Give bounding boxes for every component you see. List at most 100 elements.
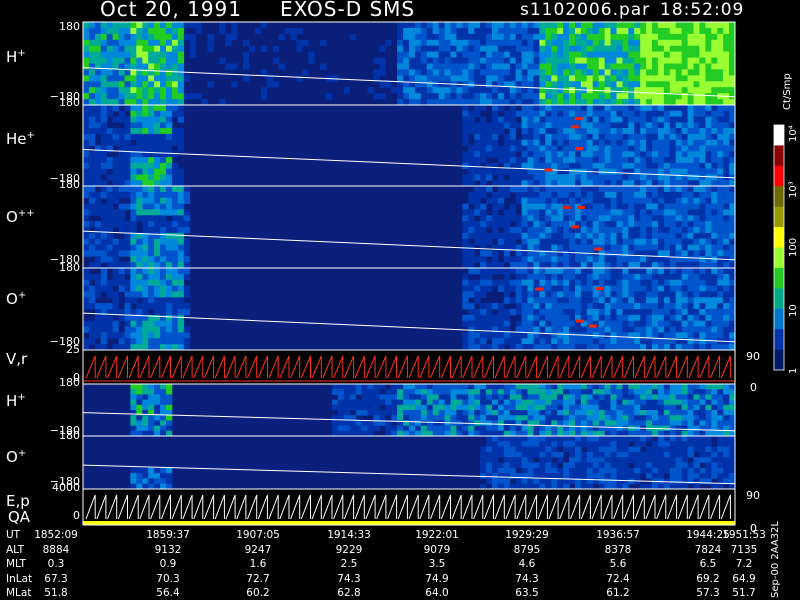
spectrogram-cell — [492, 332, 499, 339]
spectrogram-cell — [521, 478, 528, 485]
spectrogram-cell — [592, 209, 599, 216]
spectrogram-cell — [492, 473, 499, 479]
ephemeris-row-label: MLT — [6, 558, 26, 570]
spectrogram-cell — [657, 99, 665, 106]
spectrogram-cell — [711, 139, 718, 146]
spectrogram-cell — [717, 467, 724, 474]
spectrogram-cell — [290, 27, 297, 35]
spectrogram-cell — [699, 105, 706, 112]
spectrogram-cell — [705, 81, 712, 88]
spectrogram-cell — [450, 384, 457, 390]
spectrogram-cell — [693, 227, 700, 234]
spectrogram-cell — [563, 122, 570, 129]
spectrogram-cell — [699, 415, 706, 421]
spectrogram-cell — [154, 338, 161, 345]
spectrogram-cell — [527, 99, 534, 106]
spectrogram-cell — [575, 105, 582, 112]
spectrogram-cell — [557, 399, 564, 406]
spectrogram-cell — [711, 483, 718, 490]
spectrogram-cell — [711, 420, 718, 426]
spectrogram-cell — [142, 221, 149, 228]
spectrogram-cell — [551, 139, 558, 146]
spectrogram-cell — [503, 462, 511, 469]
spectrogram-cell — [575, 215, 582, 222]
spectrogram-cell — [580, 279, 588, 286]
spectrogram-cell — [492, 27, 499, 35]
spectrogram-cell — [503, 63, 511, 70]
spectrogram-cell — [687, 338, 694, 345]
spectrogram-cell — [610, 344, 617, 351]
spectrogram-cell — [616, 384, 623, 390]
spectrogram-cell — [403, 69, 410, 76]
spectrogram-cell — [438, 69, 445, 76]
spectrogram-cell — [693, 344, 700, 351]
spectrogram-cell — [148, 57, 155, 64]
spectrogram-cell — [112, 139, 119, 146]
spectrogram-cell — [693, 238, 700, 245]
spectrogram-cell — [118, 39, 125, 47]
spectrogram-cell — [646, 326, 653, 333]
spectrogram-cell — [657, 39, 665, 47]
spectrogram-cell — [539, 262, 546, 269]
spectrogram-cell — [640, 105, 647, 112]
spectrogram-cell — [575, 157, 582, 164]
spectrogram-cell — [575, 404, 582, 411]
spectrogram-cell — [646, 93, 653, 100]
spectrogram-cell — [468, 81, 475, 88]
spectrogram-cell — [521, 232, 528, 240]
spectrogram-cell — [177, 93, 185, 100]
spectrogram-cell — [94, 197, 102, 204]
spectrogram-cell — [420, 63, 428, 70]
spectrogram-cell — [657, 69, 665, 76]
spectrogram-cell — [640, 303, 647, 310]
panel-label-o-plus-plus: O++ — [6, 208, 35, 226]
spectrogram-cell — [456, 404, 463, 411]
spectrogram-cell — [604, 262, 611, 269]
spectrogram-cell — [183, 344, 191, 351]
spectrogram-cell — [663, 467, 671, 474]
ephemeris-row-label: UT — [6, 529, 21, 541]
spectrogram-cell — [361, 384, 368, 390]
spectrogram-cell — [681, 139, 688, 146]
spectrogram-cell — [515, 326, 522, 333]
spectrogram-cell — [616, 209, 623, 216]
spectrogram-cell — [657, 33, 665, 41]
spectrogram-cell — [634, 22, 641, 29]
spectrogram-cell — [166, 99, 173, 106]
spectrogram-cell — [580, 39, 588, 47]
spectrogram-cell — [355, 404, 362, 411]
spectrogram-cell — [527, 81, 534, 88]
spectrogram-cell — [509, 87, 517, 94]
spectrogram-cell — [622, 186, 629, 193]
panel-label-qa: QA — [8, 508, 31, 526]
spectrogram-cell — [640, 203, 647, 210]
spectrogram-cell — [687, 57, 694, 64]
spectrogram-cell — [604, 244, 611, 251]
spectrogram-cell — [575, 473, 582, 479]
spectrogram-cell — [622, 145, 629, 152]
spectrogram-cell — [563, 22, 570, 29]
spectrogram-cell — [83, 105, 90, 112]
spectrogram-cell — [480, 221, 487, 228]
spectrogram-cell — [142, 420, 149, 426]
spectrogram-cell — [646, 256, 653, 263]
spectrogram-cell — [83, 39, 90, 47]
spectrogram-cell — [610, 105, 617, 112]
spectrogram-cell — [580, 51, 588, 58]
spectrogram-cell — [580, 320, 588, 327]
spectrogram-cell — [657, 320, 665, 327]
spectrogram-cell — [717, 122, 724, 129]
spectrogram-cell — [634, 209, 641, 216]
spectrogram-cell — [729, 420, 736, 426]
spectrogram-cell — [640, 221, 647, 228]
spectrogram-cell — [669, 128, 677, 135]
spectrogram-cell — [142, 404, 149, 411]
spectrogram-cell — [598, 430, 605, 437]
spectrogram-cell — [563, 157, 570, 164]
spectrogram-cell — [628, 320, 635, 327]
spectrogram-cell — [640, 81, 647, 88]
spectrogram-cell — [610, 203, 617, 210]
spectrogram-cell — [527, 410, 534, 416]
spectrogram-cell — [663, 441, 671, 447]
spectrogram-cell — [88, 273, 96, 281]
